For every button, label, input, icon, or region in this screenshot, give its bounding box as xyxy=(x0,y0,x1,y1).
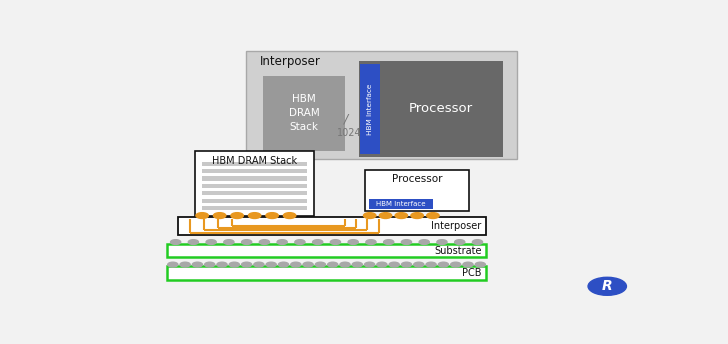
Text: PCB: PCB xyxy=(462,268,481,278)
Circle shape xyxy=(206,240,216,245)
FancyBboxPatch shape xyxy=(263,76,345,151)
FancyBboxPatch shape xyxy=(178,217,486,235)
Circle shape xyxy=(463,262,473,267)
Text: 1024: 1024 xyxy=(337,128,362,138)
Text: Interposer: Interposer xyxy=(261,55,321,68)
Circle shape xyxy=(363,213,376,218)
Circle shape xyxy=(290,262,301,267)
Text: HBM Interface: HBM Interface xyxy=(367,83,373,135)
Circle shape xyxy=(426,262,436,267)
Circle shape xyxy=(205,262,215,267)
Circle shape xyxy=(277,240,288,245)
Circle shape xyxy=(366,240,376,245)
Text: HBM DRAM Stack: HBM DRAM Stack xyxy=(212,156,297,166)
Circle shape xyxy=(213,213,226,218)
Circle shape xyxy=(379,213,392,218)
Circle shape xyxy=(248,213,261,218)
Bar xyxy=(202,206,307,210)
Circle shape xyxy=(384,240,394,245)
Circle shape xyxy=(229,262,240,267)
Circle shape xyxy=(254,262,264,267)
Text: Processor: Processor xyxy=(392,174,442,184)
FancyBboxPatch shape xyxy=(368,198,433,209)
Text: HBM
DRAM
Stack: HBM DRAM Stack xyxy=(288,95,320,132)
Circle shape xyxy=(340,262,350,267)
Circle shape xyxy=(170,240,181,245)
Text: Interposer: Interposer xyxy=(431,221,481,230)
Bar xyxy=(202,191,307,195)
Circle shape xyxy=(414,262,424,267)
FancyBboxPatch shape xyxy=(360,64,380,154)
Circle shape xyxy=(437,240,447,245)
Circle shape xyxy=(283,213,296,218)
Bar xyxy=(202,162,307,166)
Circle shape xyxy=(352,262,363,267)
Circle shape xyxy=(472,240,483,245)
Circle shape xyxy=(231,213,243,218)
Circle shape xyxy=(217,262,227,267)
Circle shape xyxy=(348,240,358,245)
Circle shape xyxy=(303,262,313,267)
Circle shape xyxy=(475,262,486,267)
FancyBboxPatch shape xyxy=(195,151,314,216)
Circle shape xyxy=(295,240,305,245)
Circle shape xyxy=(455,240,464,245)
FancyBboxPatch shape xyxy=(365,170,469,211)
FancyBboxPatch shape xyxy=(246,51,517,159)
Bar xyxy=(202,198,307,203)
Circle shape xyxy=(196,213,208,218)
Circle shape xyxy=(167,262,178,267)
Text: /: / xyxy=(344,113,348,126)
Text: HBM Interface: HBM Interface xyxy=(376,201,426,207)
Circle shape xyxy=(427,213,439,218)
Circle shape xyxy=(401,262,411,267)
FancyBboxPatch shape xyxy=(167,244,486,257)
Circle shape xyxy=(395,213,408,218)
Circle shape xyxy=(588,277,626,295)
Circle shape xyxy=(266,262,277,267)
Circle shape xyxy=(259,240,269,245)
Text: Processor: Processor xyxy=(409,102,473,115)
Circle shape xyxy=(192,262,202,267)
Circle shape xyxy=(189,240,199,245)
Circle shape xyxy=(365,262,375,267)
Circle shape xyxy=(242,262,252,267)
Circle shape xyxy=(328,262,338,267)
Text: Substrate: Substrate xyxy=(434,246,481,256)
Circle shape xyxy=(242,240,252,245)
Bar xyxy=(202,184,307,188)
Circle shape xyxy=(315,262,325,267)
Circle shape xyxy=(438,262,448,267)
Bar xyxy=(202,169,307,173)
Circle shape xyxy=(451,262,461,267)
Circle shape xyxy=(278,262,288,267)
FancyBboxPatch shape xyxy=(359,61,503,157)
Circle shape xyxy=(331,240,341,245)
Circle shape xyxy=(312,240,323,245)
Circle shape xyxy=(377,262,387,267)
Bar xyxy=(202,176,307,181)
Text: R: R xyxy=(602,279,612,293)
Circle shape xyxy=(411,213,423,218)
Circle shape xyxy=(223,240,234,245)
Circle shape xyxy=(180,262,190,267)
Circle shape xyxy=(266,213,278,218)
Circle shape xyxy=(419,240,430,245)
FancyBboxPatch shape xyxy=(167,266,486,280)
Circle shape xyxy=(401,240,411,245)
Circle shape xyxy=(389,262,399,267)
